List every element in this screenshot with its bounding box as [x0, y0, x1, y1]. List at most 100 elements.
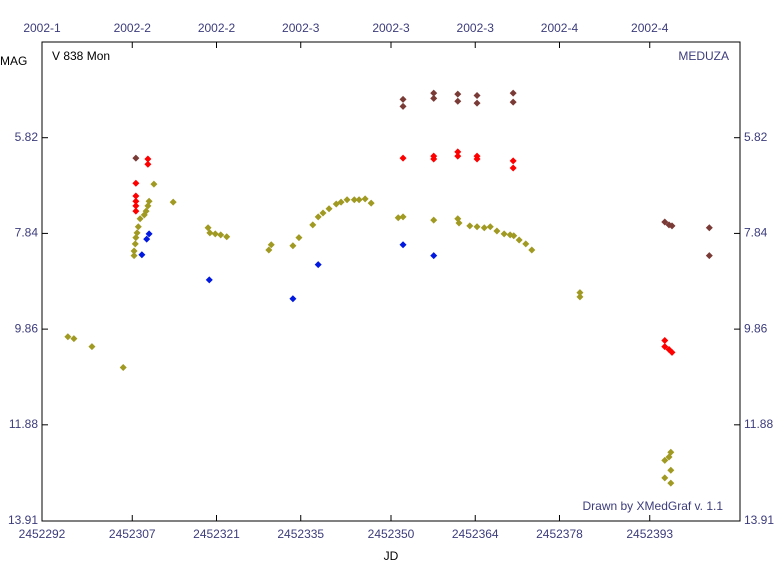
data-point	[500, 230, 508, 238]
data-point	[131, 240, 139, 248]
data-point	[668, 348, 676, 356]
y-tick-label-right: 11.88	[744, 417, 773, 431]
data-point	[145, 197, 153, 205]
data-point	[132, 192, 140, 200]
x2-tick-label: 2002-4	[631, 21, 669, 35]
data-point	[430, 94, 438, 102]
data-point	[314, 261, 322, 269]
data-point	[217, 231, 225, 239]
x-tick-label: 2452350	[368, 527, 415, 541]
data-point	[399, 241, 407, 249]
data-point	[206, 229, 214, 237]
data-point	[319, 209, 327, 217]
data-point	[144, 202, 152, 210]
data-point	[134, 223, 142, 231]
data-point	[486, 223, 494, 231]
data-point	[145, 230, 153, 238]
data-point	[399, 102, 407, 110]
x-tick-label: 2452335	[277, 527, 324, 541]
data-point	[337, 198, 345, 206]
data-point	[367, 199, 375, 207]
data-point	[267, 241, 275, 249]
data-point	[473, 92, 481, 100]
data-point	[509, 89, 517, 97]
x2-tick-label: 2002-4	[541, 21, 579, 35]
data-point	[515, 236, 523, 244]
data-point	[119, 363, 127, 371]
x-tick-label: 2452292	[19, 527, 66, 541]
data-point	[509, 157, 517, 165]
data-point	[289, 295, 297, 303]
data-point	[454, 90, 462, 98]
data-point	[136, 215, 144, 223]
y-axis-label: MAG	[0, 54, 27, 68]
data-point	[454, 97, 462, 105]
data-point	[361, 195, 369, 203]
data-point	[705, 224, 713, 232]
x-tick-label: 2452321	[193, 527, 240, 541]
data-point	[394, 214, 402, 222]
data-point	[314, 213, 322, 221]
data-point	[430, 252, 438, 260]
data-point	[355, 196, 363, 204]
data-point	[130, 247, 138, 255]
data-point	[133, 229, 141, 237]
data-point	[668, 222, 676, 230]
x-tick-label: 2452393	[626, 527, 673, 541]
source-label: MEDUZA	[678, 49, 729, 63]
y-tick-label: 11.88	[9, 417, 38, 431]
data-point	[480, 224, 488, 232]
data-point	[223, 233, 231, 241]
data-point	[150, 180, 158, 188]
data-point	[576, 293, 584, 301]
data-point	[325, 205, 333, 213]
x-axis-label: JD	[384, 549, 399, 563]
data-point	[430, 155, 438, 163]
data-point	[430, 89, 438, 97]
data-point	[70, 335, 78, 343]
data-point	[509, 164, 517, 172]
data-point	[169, 198, 177, 206]
data-point	[661, 343, 669, 351]
data-point	[399, 213, 407, 221]
data-point	[138, 251, 146, 259]
data-point	[289, 242, 297, 250]
data-point	[132, 197, 140, 205]
data-point	[455, 219, 463, 227]
x2-tick-label: 2002-3	[457, 21, 495, 35]
data-point	[576, 289, 584, 297]
chart-title: V 838 Mon	[52, 49, 110, 63]
data-point	[522, 240, 530, 248]
data-point	[454, 152, 462, 160]
data-point	[473, 155, 481, 163]
data-point	[204, 224, 212, 232]
x-tick-label: 2452378	[536, 527, 583, 541]
data-point	[132, 202, 140, 210]
x-tick-label: 2452364	[452, 527, 499, 541]
data-point	[399, 95, 407, 103]
x-tick-label: 2452307	[109, 527, 156, 541]
data-point	[265, 246, 273, 254]
x2-tick-label: 2002-3	[372, 21, 410, 35]
data-point	[661, 336, 669, 344]
data-point	[466, 222, 474, 230]
data-point	[88, 343, 96, 351]
credit-label: Drawn by XMedGraf v. 1.1	[583, 499, 724, 513]
data-point	[64, 333, 72, 341]
data-point	[132, 207, 140, 215]
data-point	[144, 155, 152, 163]
data-point	[309, 221, 317, 229]
data-point	[143, 235, 151, 243]
data-point	[473, 99, 481, 107]
data-point	[667, 448, 675, 456]
data-point	[132, 234, 140, 242]
data-point	[211, 230, 219, 238]
data-point	[705, 252, 713, 260]
data-point	[142, 207, 150, 215]
data-point	[509, 98, 517, 106]
x2-tick-label: 2002-2	[198, 21, 236, 35]
x2-tick-label: 2002-2	[114, 21, 152, 35]
data-point	[430, 216, 438, 224]
data-point	[661, 474, 669, 482]
